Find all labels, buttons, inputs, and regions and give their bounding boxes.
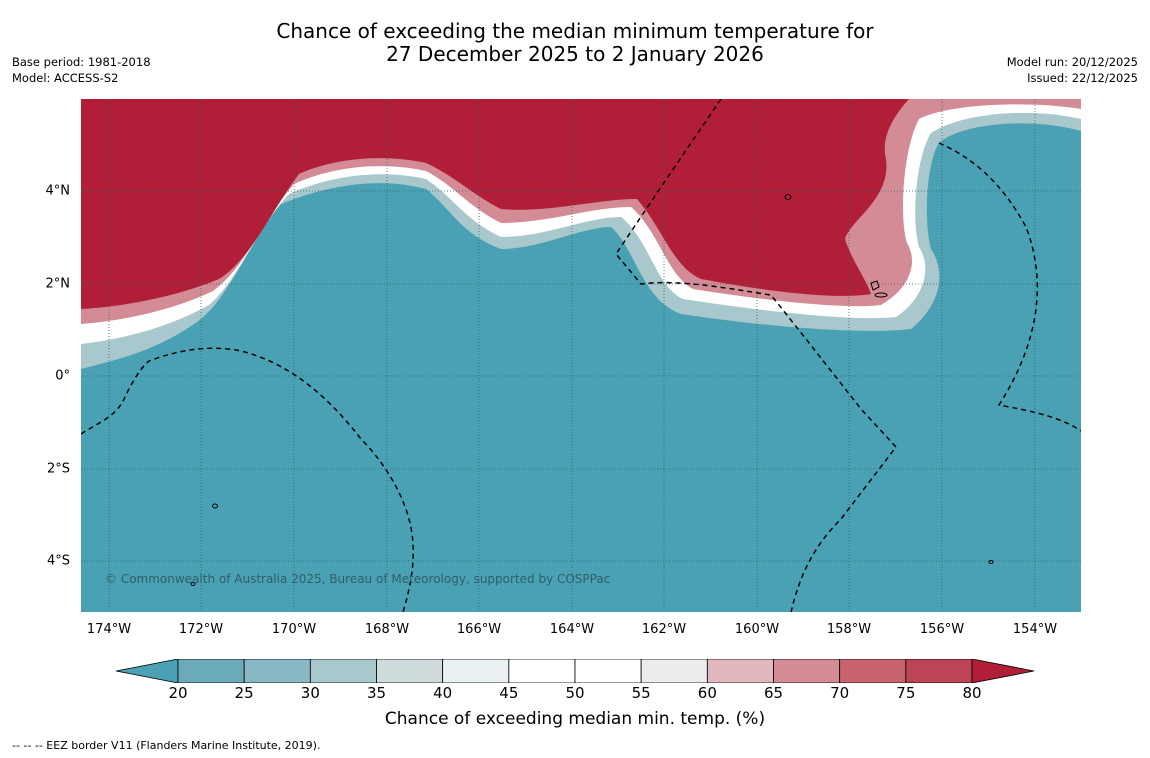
colorbar-tick-label: 65 [763, 684, 784, 702]
lon-label-162w: 162°W [641, 622, 687, 637]
colorbar-tick-label: 50 [565, 684, 585, 702]
colorbar-bin [309, 659, 377, 683]
colorbar-bin [574, 659, 642, 683]
issued-date: Issued: 22/12/2025 [1027, 71, 1138, 85]
lat-label-4n: 4°N [45, 183, 71, 199]
colorbar-bin [640, 659, 708, 683]
map-svg [81, 99, 1081, 612]
lat-label-0: 0° [55, 368, 70, 384]
colorbar-high-extend [971, 659, 1035, 683]
map-title-line-1: Chance of exceeding the median minimum t… [276, 19, 874, 43]
colorbar-tick-label: 30 [300, 684, 320, 702]
colorbar-low-extend [116, 659, 179, 683]
lon-label-160w: 160°W [734, 622, 780, 637]
meta-right: Model run: 20/12/2025 Issued: 22/12/2025 [1007, 54, 1138, 86]
colorbar-tick-label: 25 [234, 684, 254, 702]
lon-label-166w: 166°W [456, 622, 502, 637]
colorbar-tick-label: 35 [366, 684, 387, 702]
map-title-line-2: 27 December 2025 to 2 January 2026 [386, 42, 764, 66]
colorbar-bin [376, 659, 444, 683]
eez-borders [81, 99, 1081, 612]
colorbar-bin [706, 659, 774, 683]
colorbar-title: Chance of exceeding median min. temp. (%… [384, 709, 766, 729]
colorbar-tick-label: 40 [433, 684, 453, 702]
lon-label-168w: 168°W [364, 622, 410, 637]
copyright-note: © Commonwealth of Australia 2025, Bureau… [105, 572, 611, 586]
lon-label-172w: 172°W [178, 622, 224, 637]
lon-label-164w: 164°W [549, 622, 595, 637]
colorbar-bin [508, 659, 576, 683]
lat-label-2s: 2°S [46, 461, 70, 477]
colorbar-bin [839, 659, 907, 683]
lon-label-174w: 174°W [86, 622, 132, 637]
colorbar-bin [177, 659, 245, 683]
map-panel[interactable]: © Commonwealth of Australia 2025, Bureau… [81, 99, 1081, 612]
lat-label-4s: 4°S [46, 553, 70, 569]
lat-label-2n: 2°N [45, 276, 71, 292]
colorbar [116, 659, 1035, 683]
above-median-area [81, 99, 909, 309]
colorbar-tick-label: 60 [697, 684, 717, 702]
colorbar-tick-label: 45 [499, 684, 519, 702]
colorbar-tick-label: 70 [830, 684, 850, 702]
colorbar-tick-label: 75 [896, 684, 916, 702]
lon-label-170w: 170°W [271, 622, 317, 637]
lon-label-156w: 156°W [919, 622, 965, 637]
meta-left: Base period: 1981-2018 Model: ACCESS-S2 [12, 54, 151, 86]
base-period: Base period: 1981-2018 [12, 55, 151, 69]
colorbar-bin [773, 659, 841, 683]
lon-label-154w: 154°W [1012, 622, 1058, 637]
colorbar-bin [442, 659, 510, 683]
eez-legend-note: -- -- -- EEZ border V11 (Flanders Marine… [12, 739, 321, 752]
colorbar-bin [905, 659, 973, 683]
colorbar-tick-label: 80 [962, 684, 982, 702]
model-name: Model: ACCESS-S2 [12, 71, 119, 85]
lon-label-158w: 158°W [826, 622, 872, 637]
colorbar-tick-label: 20 [168, 684, 188, 702]
islands [190, 194, 994, 586]
colorbar-tick-label: 55 [631, 684, 651, 702]
model-run: Model run: 20/12/2025 [1006, 55, 1138, 69]
colorbar-bin [243, 659, 311, 683]
